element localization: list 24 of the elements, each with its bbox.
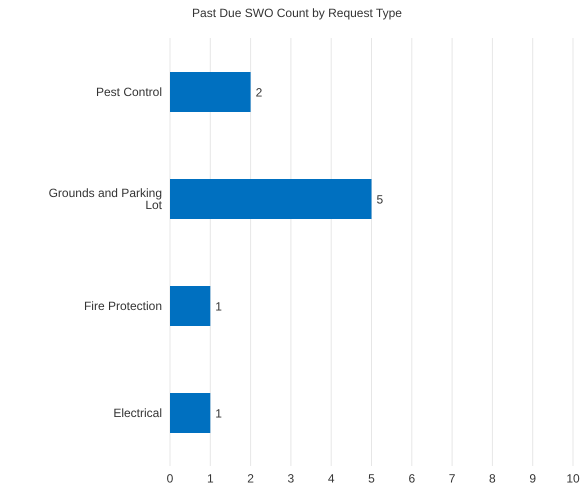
y-tick-label: Pest Control bbox=[96, 84, 162, 99]
x-tick-label: 6 bbox=[408, 472, 416, 486]
bar bbox=[170, 179, 372, 219]
chart-title: Past Due SWO Count by Request Type bbox=[191, 6, 403, 22]
data-label: 5 bbox=[376, 192, 384, 206]
x-tick-label: 3 bbox=[288, 472, 295, 486]
x-tick-label: 0 bbox=[166, 472, 174, 486]
x-tick-label: 9 bbox=[529, 472, 536, 486]
x-tick-label: 4 bbox=[328, 472, 335, 486]
data-label: 1 bbox=[215, 406, 222, 420]
x-tick-label: 5 bbox=[368, 472, 376, 486]
x-tick-label: 10 bbox=[566, 472, 580, 486]
data-label: 2 bbox=[256, 85, 263, 100]
x-tick-label: 7 bbox=[448, 472, 456, 486]
y-tick-label: Grounds and Parking Lot bbox=[48, 186, 163, 212]
x-tick-label: 1 bbox=[206, 472, 214, 486]
bar bbox=[170, 393, 210, 433]
data-label: 1 bbox=[215, 299, 222, 314]
x-tick-label: 2 bbox=[247, 472, 254, 486]
y-tick-label: Fire Protection bbox=[84, 298, 162, 313]
x-tick-label: 8 bbox=[489, 472, 496, 486]
y-tick-label: Electrical bbox=[113, 406, 162, 420]
bar bbox=[170, 286, 210, 326]
bar bbox=[170, 72, 251, 112]
